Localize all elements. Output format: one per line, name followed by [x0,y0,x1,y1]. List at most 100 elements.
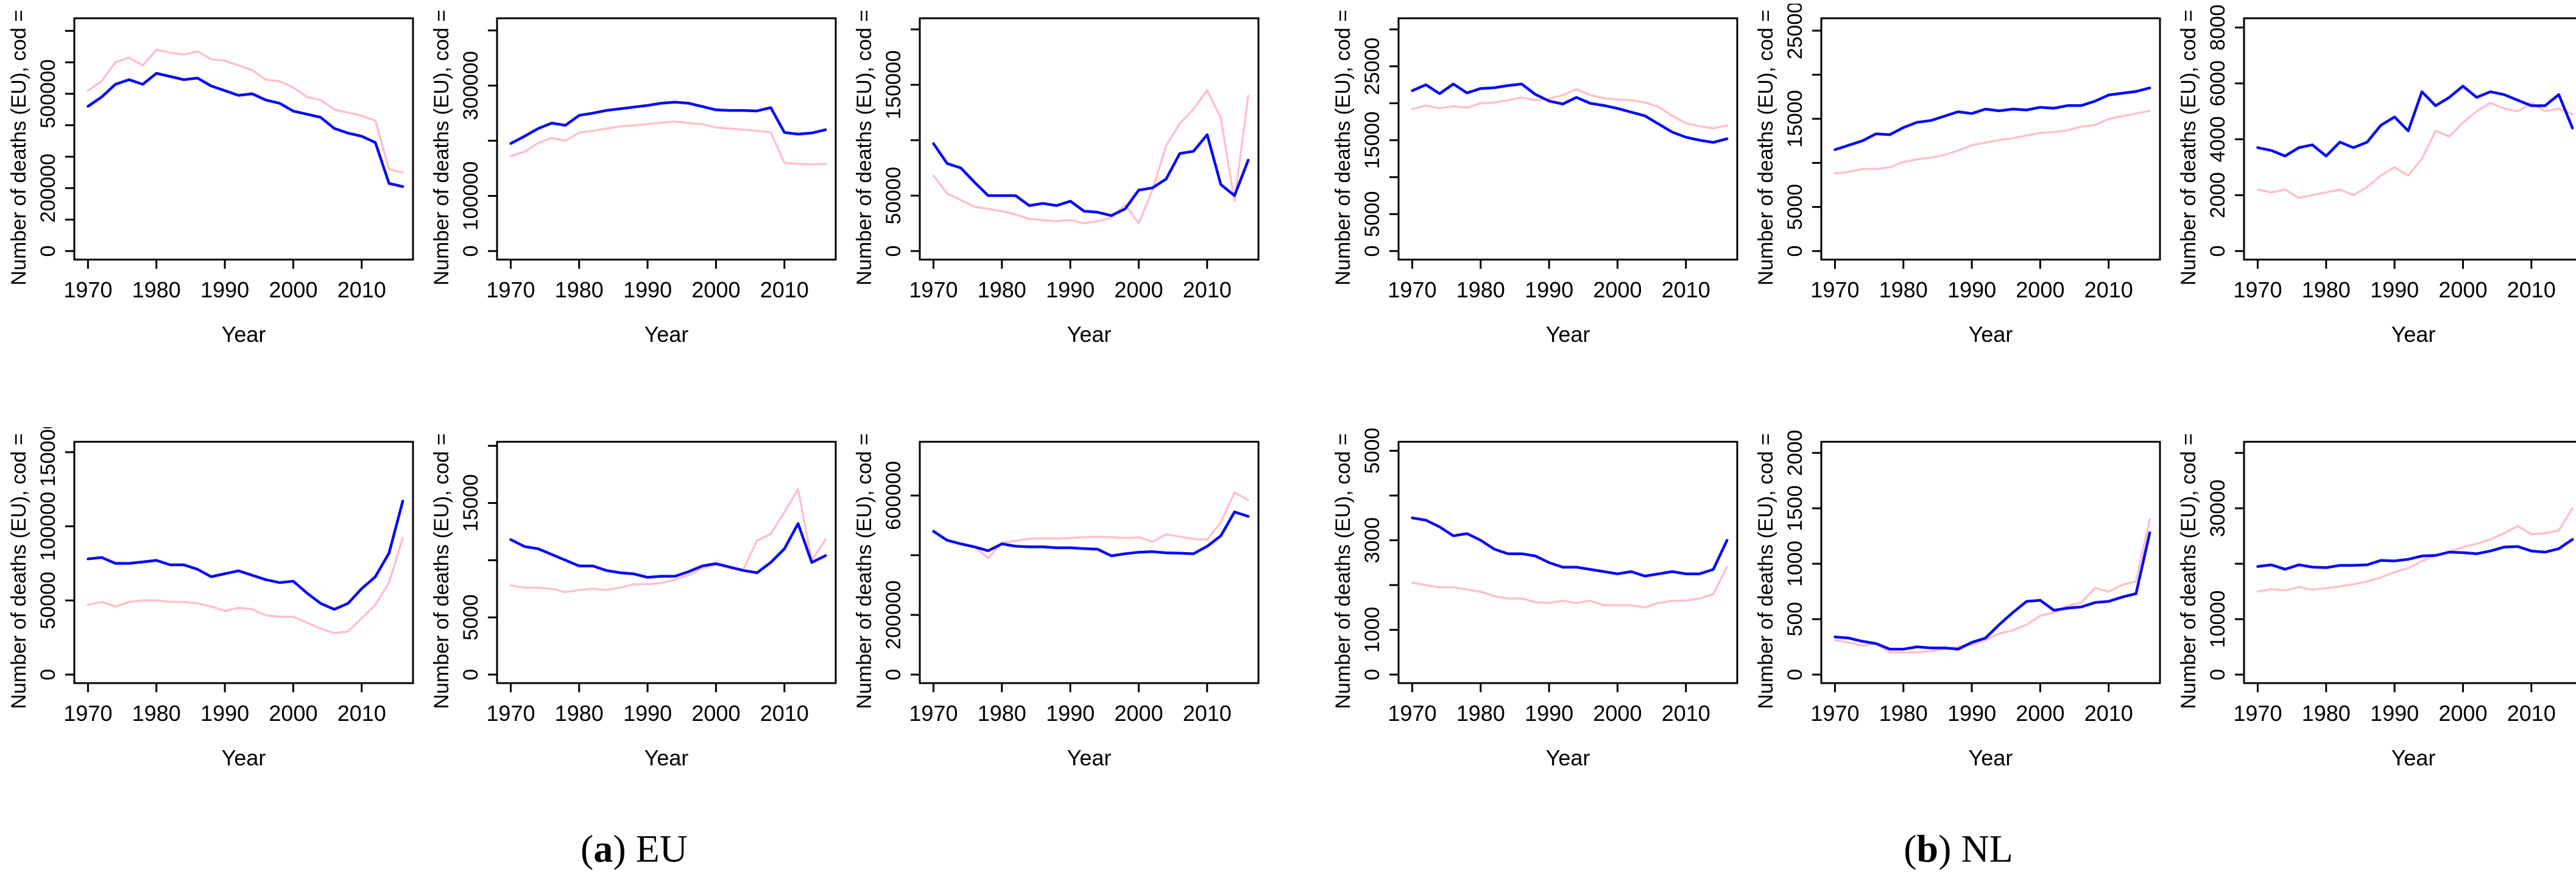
chart-tile-nl-cod-3: 0 2000 4000 6000 8000 1970 1980 1990 2000 2010 Num… [2172,4,2576,360]
y-axis-title: Number of deaths (EU), cod = 4 [1332,427,1355,709]
y-tick-label: 100000 [37,492,60,561]
x-tick-label: 2010 [2084,277,2133,302]
chart-tile-nl-cod-6: 0 10000 30000 1970 1980 1990 2000 2010 Number of… [2172,427,2576,784]
chart-tile-eu-cod-2: 0 100000 300000 1970 1980 1990 2000 2010 Number … [425,4,843,360]
chart-tile-eu-cod-3: 0 50000 150000 1970 1980 1990 2000 2010 Number o… [848,4,1266,360]
x-tick-label: 1990 [2370,701,2419,726]
y-axis-title: Number of deaths (EU), cod = 3 [853,4,876,285]
x-tick-label: 1970 [1810,277,1859,302]
plot-box [2243,441,2576,684]
chart-tile-eu-cod-1: 0 200000 500000 1970 1980 1990 2000 2010 Number … [2,4,420,360]
x-tick-label: 1980 [1879,701,1928,726]
pink-series-line [1833,110,2151,175]
chart-tile-nl-cod-4: 0 1000 3000 5000 1970 1980 1990 2000 2010 Number … [1327,427,1745,784]
chart-nl-cod-4: 0 1000 3000 5000 1970 1980 1990 2000 2010 Number … [1332,427,1738,770]
y-tick-label: 0 [459,669,482,681]
x-axis-title: Year [644,745,689,770]
x-axis-title: Year [2391,745,2436,770]
y-tick-label: 30000 [2206,480,2229,537]
y-tick-label: 0 [1361,246,1384,257]
x-tick-label: 1980 [978,701,1026,726]
x-tick-label: 1980 [2302,701,2351,726]
x-axis-title: Year [1067,745,1112,770]
chart-nl-cod-1: 0 5000 15000 25000 1970 1980 1990 2000 2010 Numbe… [1332,4,1738,347]
x-tick-label: 1990 [200,277,249,302]
blue-series-line [509,101,827,145]
x-tick-label: 2000 [1114,701,1163,726]
y-tick-label: 150000 [882,50,905,119]
x-tick-label: 2000 [1114,277,1163,302]
group-nl: 0 5000 15000 25000 1970 1980 1990 2000 2010 Numbe… [1327,4,2576,871]
x-tick-label: 1970 [1810,701,1859,726]
pink-series-line [1411,566,1728,609]
y-axis-title: Number of deaths (EU), cod = 5 [430,427,453,709]
x-axis-title: Year [1969,745,2013,770]
y-tick-label: 4000 [2206,116,2229,163]
x-tick-label: 1970 [1388,277,1436,302]
y-tick-label: 8000 [2206,4,2229,51]
x-tick-label: 2010 [1183,277,1232,302]
y-tick-label: 0 [1784,669,1807,681]
chart-eu-cod-4: 0 50000 100000 150000 1970 1980 1990 2000 2010 Nu… [7,427,414,770]
x-tick-label: 1970 [1388,701,1436,726]
plot-box [919,441,1260,684]
y-tick-label: 25000 [1784,4,1807,60]
y-tick-label: 50000 [882,167,905,225]
x-tick-label: 2000 [691,701,740,726]
y-tick-label: 0 [882,669,905,681]
chart-tile-nl-cod-2: 0 5000 15000 25000 1970 1980 1990 2000 2010 Numbe… [1749,4,2167,360]
plot-box [919,17,1260,261]
caption-nl-open: ( [1904,827,1917,870]
x-tick-label: 1990 [200,701,249,726]
x-tick-label: 1980 [1456,277,1505,302]
x-tick-label: 1980 [2302,277,2351,302]
blue-series-line [932,133,1250,218]
x-tick-label: 2010 [1662,277,1710,302]
x-tick-label: 2010 [760,701,809,726]
x-axis-title: Year [222,322,266,347]
x-tick-label: 2000 [2438,277,2487,302]
y-tick-label: 5000 [1784,184,1807,230]
x-axis-title: Year [2391,322,2436,347]
y-tick-label: 2000 [2206,172,2229,218]
chart-tile-eu-cod-5: 0 5000 15000 1970 1980 1990 2000 2010 Number of … [425,427,843,784]
blue-series-line [2256,537,2574,571]
y-tick-label: 0 [1361,669,1384,681]
y-tick-label: 1000 [1361,607,1384,653]
y-axis-title: Number of deaths (EU), cod = 2 [1754,4,1777,285]
pink-series-line [509,120,827,166]
x-tick-label: 2000 [2016,701,2064,726]
pink-series-line [932,89,1249,225]
x-tick-label: 1970 [486,277,535,302]
pink-series-line [2256,507,2574,593]
caption-eu: (a) EU [2,826,1266,871]
chart-eu-cod-2: 0 100000 300000 1970 1980 1990 2000 2010 Number … [430,4,837,347]
x-tick-label: 2010 [2507,701,2556,726]
plot-box [2243,17,2576,261]
plot-box [1820,441,2161,684]
y-axis-title: Number of deaths (EU), cod = 6 [853,427,876,709]
blue-series-line [1411,516,1729,578]
y-tick-label: 10000 [2206,590,2229,648]
chart-eu-cod-1: 0 200000 500000 1970 1980 1990 2000 2010 Number … [7,4,414,347]
blue-series-line [2256,85,2574,158]
x-tick-label: 2010 [337,277,386,302]
y-tick-label: 0 [882,246,905,257]
y-tick-label: 600000 [882,461,905,530]
y-tick-label: 50000 [37,572,60,629]
y-tick-label: 5000 [1361,191,1384,238]
x-axis-title: Year [222,745,266,770]
x-axis-title: Year [1969,322,2013,347]
y-tick-label: 500 [1784,602,1807,637]
y-tick-label: 15000 [459,474,482,532]
x-tick-label: 1990 [1046,277,1095,302]
chart-eu-cod-3: 0 50000 150000 1970 1980 1990 2000 2010 Number o… [853,4,1260,347]
x-axis-title: Year [1067,322,1112,347]
x-tick-label: 1990 [2370,277,2419,302]
chart-nl-cod-5: 0 500 1000 1500 2000 1970 1980 1990 2000 2010 Numb… [1754,427,2161,770]
caption-nl-label: NL [1961,827,2013,870]
x-tick-label: 2010 [2084,701,2133,726]
y-tick-label: 0 [37,246,60,257]
x-axis-title: Year [1546,322,1590,347]
